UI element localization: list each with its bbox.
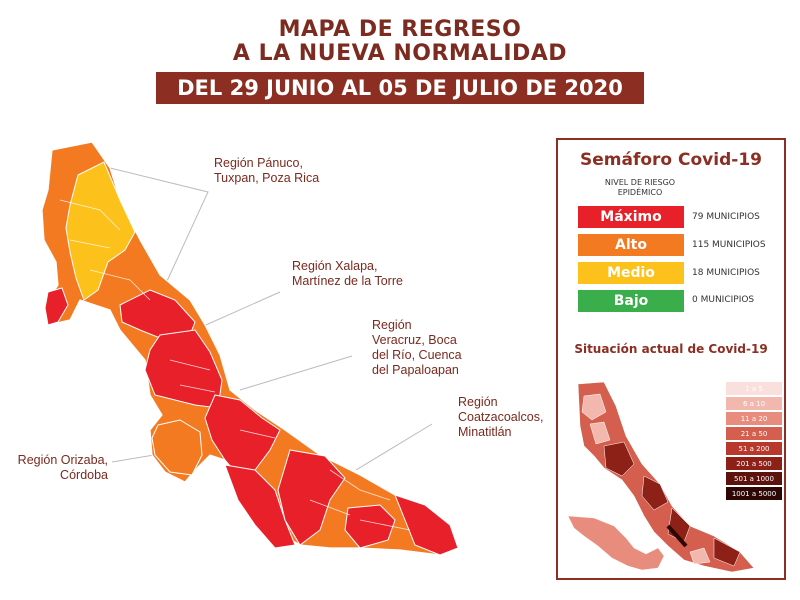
scale-4: 21 a 50 [726,427,782,440]
region-label-line: Minatitlán [458,425,512,439]
level-bajo: Bajo [578,290,684,312]
scale-6: 201 a 500 [726,457,782,470]
covid-situation-minimap [567,381,755,573]
title-line-2: A LA NUEVA NORMALIDAD [232,41,568,66]
scale-2: 6 a 10 [726,397,782,410]
mini-mexico-inset [567,515,665,571]
mini-light-areas [581,393,711,565]
legend-title: Semáforo Covid-19 [580,150,762,170]
region-label-line: del Papaloapan [372,363,459,377]
level-medio: Medio [578,262,684,284]
level-maximo-count: 79 MUNICIPIOS [692,212,760,222]
region-medio [65,161,136,301]
region-label-line: Región Xalapa, [292,259,378,273]
region-label-line: Tuxpan, Poza Rica [214,171,320,185]
leader-lines [109,167,433,471]
date-banner: DEL 29 JUNIO AL 05 DE JULIO DE 2020 [156,72,644,104]
region-label-xalapa: Región Xalapa, Martínez de la Torre [292,259,403,289]
scale-3: 11 a 20 [726,412,782,425]
level-alto: Alto [578,234,684,256]
title-line-1: MAPA DE REGRESO [278,17,522,42]
region-label-line: Región Pánuco, [214,156,303,170]
mini-veracruz [577,381,755,573]
region-label-line: Martínez de la Torre [292,274,403,288]
scale-5: 51 a 200 [726,442,782,455]
region-label-line: del Río, Cuenca [372,348,462,362]
level-maximo: Máximo [578,206,684,228]
region-label-line: Región Orizaba, [17,453,108,467]
region-label-panuco: Región Pánuco, Tuxpan, Poza Rica [214,156,319,186]
level-bajo-count: 0 MUNICIPIOS [692,295,755,305]
region-label-veracruz: Región Veracruz, Boca del Río, Cuenca de… [372,318,462,378]
region-label-coatzacoalcos: Región Coatzacoalcos, Minatitlán [458,395,543,440]
region-label-line: Córdoba [60,468,108,482]
municipal-boundaries [59,199,411,531]
scale-1: 1 a 5 [726,382,782,395]
mini-max-area [666,524,688,548]
scale-7: 501 a 1000 [726,472,782,485]
scale-8: 1001 a 5000 [726,487,782,500]
level-medio-count: 18 MUNICIPIOS [692,268,760,278]
region-label-line: Coatzacoalcos, [458,410,544,424]
region-label-line: Región [458,395,498,409]
situation-title: Situación actual de Covid-19 [574,342,768,356]
legend-panel: Semáforo Covid-19 NIVEL DE RIESGO EPIDÉM… [556,138,786,580]
region-maximo [44,287,459,556]
level-alto-count: 115 MUNICIPIOS [692,240,766,250]
legend-subtitle: NIVEL DE RIESGO EPIDÉMICO [604,178,676,197]
region-label-line: Veracruz, Boca [372,333,457,347]
region-label-line: Región [372,318,412,332]
region-label-orizaba: Región Orizaba, Córdoba [6,453,108,483]
region-orizaba-cluster [151,419,203,476]
veracruz-risk-map [41,141,459,556]
